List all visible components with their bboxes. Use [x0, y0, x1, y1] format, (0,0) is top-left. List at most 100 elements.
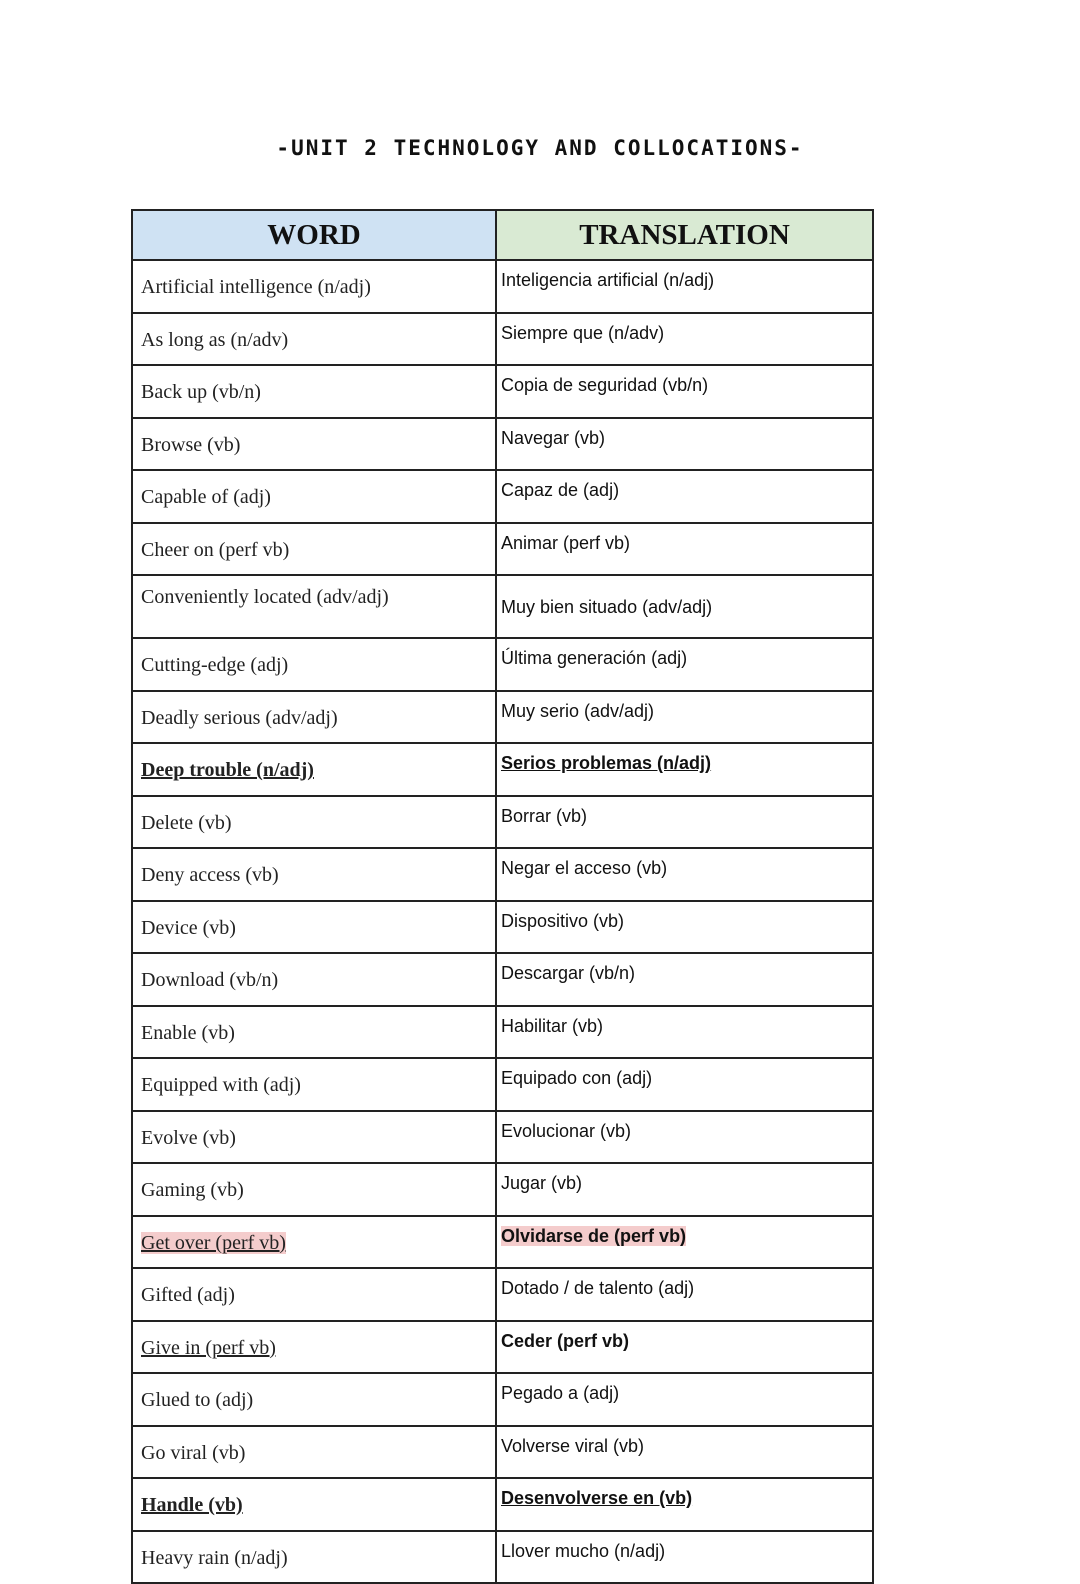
- word-cell: Glued to (adj): [131, 1372, 497, 1427]
- word-cell: Handle (vb): [131, 1477, 497, 1532]
- translation-cell: Descargar (vb/n): [495, 952, 874, 1007]
- table-header-row: WORD TRANSLATION: [131, 209, 874, 261]
- word-cell: Browse (vb): [131, 416, 497, 471]
- translation-cell-text: Volverse viral (vb): [501, 1435, 645, 1456]
- translation-cell: Negar el acceso (vb): [495, 847, 874, 902]
- table-row: Equipped with (adj) Equipado con (adj): [131, 1057, 874, 1112]
- word-cell-text: Go viral (vb): [141, 1441, 246, 1464]
- table-row: Gaming (vb) Jugar (vb): [131, 1162, 874, 1217]
- translation-cell: Habilitar (vb): [495, 1004, 874, 1059]
- word-cell-text: Back up (vb/n): [141, 381, 261, 404]
- word-cell-text: Download (vb/n): [141, 969, 279, 992]
- translation-cell-text: Dotado / de talento (adj): [501, 1278, 695, 1298]
- word-cell: Get over (perf vb): [131, 1214, 497, 1269]
- translation-cell-text: Borrar (vb): [501, 805, 588, 826]
- table-row: Conveniently located (adv/adj) Muy bien s…: [131, 574, 874, 639]
- translation-cell: Borrar (vb): [495, 794, 874, 849]
- translation-cell-text: Dispositivo (vb): [501, 910, 625, 931]
- translation-cell-text: Equipado con (adj): [501, 1068, 653, 1088]
- word-cell: Delete (vb): [131, 794, 497, 849]
- table-row: As long as (n/adv) Siempre que (n/adv): [131, 311, 874, 366]
- translation-cell: Última generación (adj): [495, 637, 874, 692]
- word-cell: Evolve (vb): [131, 1109, 497, 1164]
- table-row: Go viral (vb) Volverse viral (vb): [131, 1424, 874, 1479]
- translation-cell: Serios problemas (n/adj): [495, 742, 874, 797]
- translation-cell: Siempre que (n/adv): [495, 311, 874, 366]
- table-row: Gifted (adj) Dotado / de talento (adj): [131, 1267, 874, 1322]
- word-cell-text: Gaming (vb): [141, 1179, 244, 1202]
- table-row: Delete (vb) Borrar (vb): [131, 794, 874, 849]
- table-row: Glued to (adj) Pegado a (adj): [131, 1372, 874, 1427]
- table-row: Capable of (adj) Capaz de (adj): [131, 469, 874, 524]
- word-cell-text: Evolve (vb): [141, 1126, 236, 1149]
- translation-cell: Dotado / de talento (adj): [495, 1267, 874, 1322]
- table-row: Deadly serious (adv/adj) Muy serio (adv/a…: [131, 689, 874, 744]
- word-cell: As long as (n/adv): [131, 311, 497, 366]
- translation-cell-text: Capaz de (adj): [501, 480, 620, 500]
- translation-cell-text: Animar (perf vb): [501, 532, 631, 553]
- translation-cell: Animar (perf vb): [495, 521, 874, 576]
- table-row: Give in (perf vb) Ceder (perf vb): [131, 1319, 874, 1374]
- word-cell-text: Capable of (adj): [141, 486, 271, 509]
- translation-cell: Volverse viral (vb): [495, 1424, 874, 1479]
- vocabulary-table: WORD TRANSLATION Artificial intelligence…: [131, 209, 874, 1584]
- translation-cell-text: Inteligencia artificial (n/adj): [501, 270, 715, 290]
- word-cell: Gaming (vb): [131, 1162, 497, 1217]
- page-title: -UNIT 2 TECHNOLOGY AND COLLOCATIONS-: [276, 136, 804, 160]
- translation-cell-text: Olvidarse de (perf vb): [501, 1225, 687, 1246]
- word-cell: Device (vb): [131, 899, 497, 954]
- word-cell: Cutting-edge (adj): [131, 637, 497, 692]
- word-cell: Download (vb/n): [131, 952, 497, 1007]
- table-row: Evolve (vb) Evolucionar (vb): [131, 1109, 874, 1164]
- word-cell: Artificial intelligence (n/adj): [131, 259, 497, 314]
- word-cell-text: Cutting-edge (adj): [141, 654, 289, 677]
- translation-cell: Evolucionar (vb): [495, 1109, 874, 1164]
- translation-cell: Copia de seguridad (vb/n): [495, 364, 874, 419]
- translation-cell-text: Negar el acceso (vb): [501, 858, 668, 878]
- word-cell-text: Deny access (vb): [141, 864, 279, 887]
- table-row: Deny access (vb) Negar el acceso (vb): [131, 847, 874, 902]
- word-cell: Gifted (adj): [131, 1267, 497, 1322]
- word-cell: Deep trouble (n/adj): [131, 742, 497, 797]
- translation-cell-text: Jugar (vb): [501, 1173, 583, 1193]
- table-row: Device (vb) Dispositivo (vb): [131, 899, 874, 954]
- translation-cell-text: Serios problemas (n/adj): [501, 753, 712, 773]
- translation-cell: Capaz de (adj): [495, 469, 874, 524]
- translation-cell: Inteligencia artificial (n/adj): [495, 259, 874, 314]
- translation-cell: Ceder (perf vb): [495, 1319, 874, 1374]
- word-cell-text: Delete (vb): [141, 811, 232, 834]
- word-cell: Back up (vb/n): [131, 364, 497, 419]
- word-cell-text: Glued to (adj): [141, 1389, 254, 1412]
- table-row: Artificial intelligence (n/adj) Inteligen…: [131, 259, 874, 314]
- translation-cell-text: Llover mucho (n/adj): [501, 1540, 666, 1561]
- word-cell-text: Gifted (adj): [141, 1284, 235, 1307]
- translation-cell-text: Última generación (adj): [501, 648, 688, 668]
- table-row: Back up (vb/n) Copia de seguridad (vb/n): [131, 364, 874, 419]
- word-cell: Conveniently located (adv/adj): [131, 574, 497, 639]
- word-cell: Go viral (vb): [131, 1424, 497, 1479]
- table-row: Get over (perf vb) Olvidarse de (perf vb): [131, 1214, 874, 1269]
- word-cell: Deadly serious (adv/adj): [131, 689, 497, 744]
- translation-cell: Olvidarse de (perf vb): [495, 1214, 874, 1269]
- word-cell-text: Heavy rain (n/adj): [141, 1546, 288, 1569]
- word-cell-text: Equipped with (adj): [141, 1074, 301, 1097]
- word-cell-text: Artificial intelligence (n/adj): [141, 276, 371, 299]
- word-cell-text: Conveniently located (adv/adj): [141, 586, 389, 608]
- table-row: Browse (vb) Navegar (vb): [131, 416, 874, 471]
- word-cell-text: Get over (perf vb): [141, 1231, 286, 1254]
- translation-cell-text: Pegado a (adj): [501, 1383, 620, 1403]
- table-row: Enable (vb) Habilitar (vb): [131, 1004, 874, 1059]
- translation-cell: Dispositivo (vb): [495, 899, 874, 954]
- table-row: Cheer on (perf vb) Animar (perf vb): [131, 521, 874, 576]
- translation-cell: Jugar (vb): [495, 1162, 874, 1217]
- word-cell: Heavy rain (n/adj): [131, 1529, 497, 1584]
- word-cell-text: Cheer on (perf vb): [141, 538, 290, 561]
- translation-cell-text: Copia de seguridad (vb/n): [501, 375, 709, 395]
- translation-cell-text: Descargar (vb/n): [501, 963, 636, 983]
- translation-cell-text: Siempre que (n/adv): [501, 322, 665, 343]
- word-cell-text: Give in (perf vb): [141, 1336, 276, 1359]
- translation-cell-text: Evolucionar (vb): [501, 1120, 632, 1141]
- translation-cell: Desenvolverse en (vb): [495, 1477, 874, 1532]
- word-cell: Give in (perf vb): [131, 1319, 497, 1374]
- table-row: Download (vb/n) Descargar (vb/n): [131, 952, 874, 1007]
